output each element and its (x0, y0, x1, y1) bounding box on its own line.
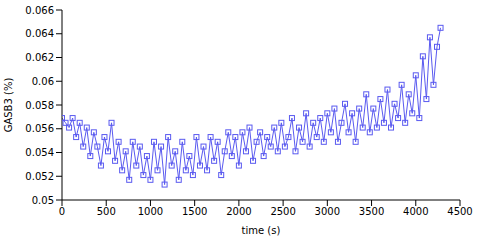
svg-text:3500: 3500 (359, 206, 384, 217)
svg-text:0.056: 0.056 (25, 123, 54, 134)
svg-text:0.062: 0.062 (25, 52, 54, 63)
svg-text:2000: 2000 (226, 206, 251, 217)
svg-text:3000: 3000 (315, 206, 340, 217)
svg-text:0.058: 0.058 (25, 100, 54, 111)
svg-text:1500: 1500 (182, 206, 207, 217)
svg-text:0.052: 0.052 (25, 171, 54, 182)
svg-text:time (s): time (s) (242, 225, 281, 236)
svg-text:2500: 2500 (270, 206, 295, 217)
svg-text:1000: 1000 (138, 206, 163, 217)
svg-text:4000: 4000 (403, 206, 428, 217)
svg-text:0: 0 (59, 206, 65, 217)
svg-text:500: 500 (97, 206, 116, 217)
svg-text:0.066: 0.066 (25, 5, 54, 16)
svg-text:4500: 4500 (447, 206, 472, 217)
svg-text:0.06: 0.06 (32, 76, 54, 87)
svg-text:GASB3 (%): GASB3 (%) (8, 78, 14, 133)
svg-text:0.054: 0.054 (25, 147, 54, 158)
svg-text:0.05: 0.05 (32, 195, 54, 206)
svg-text:0.064: 0.064 (25, 28, 54, 39)
